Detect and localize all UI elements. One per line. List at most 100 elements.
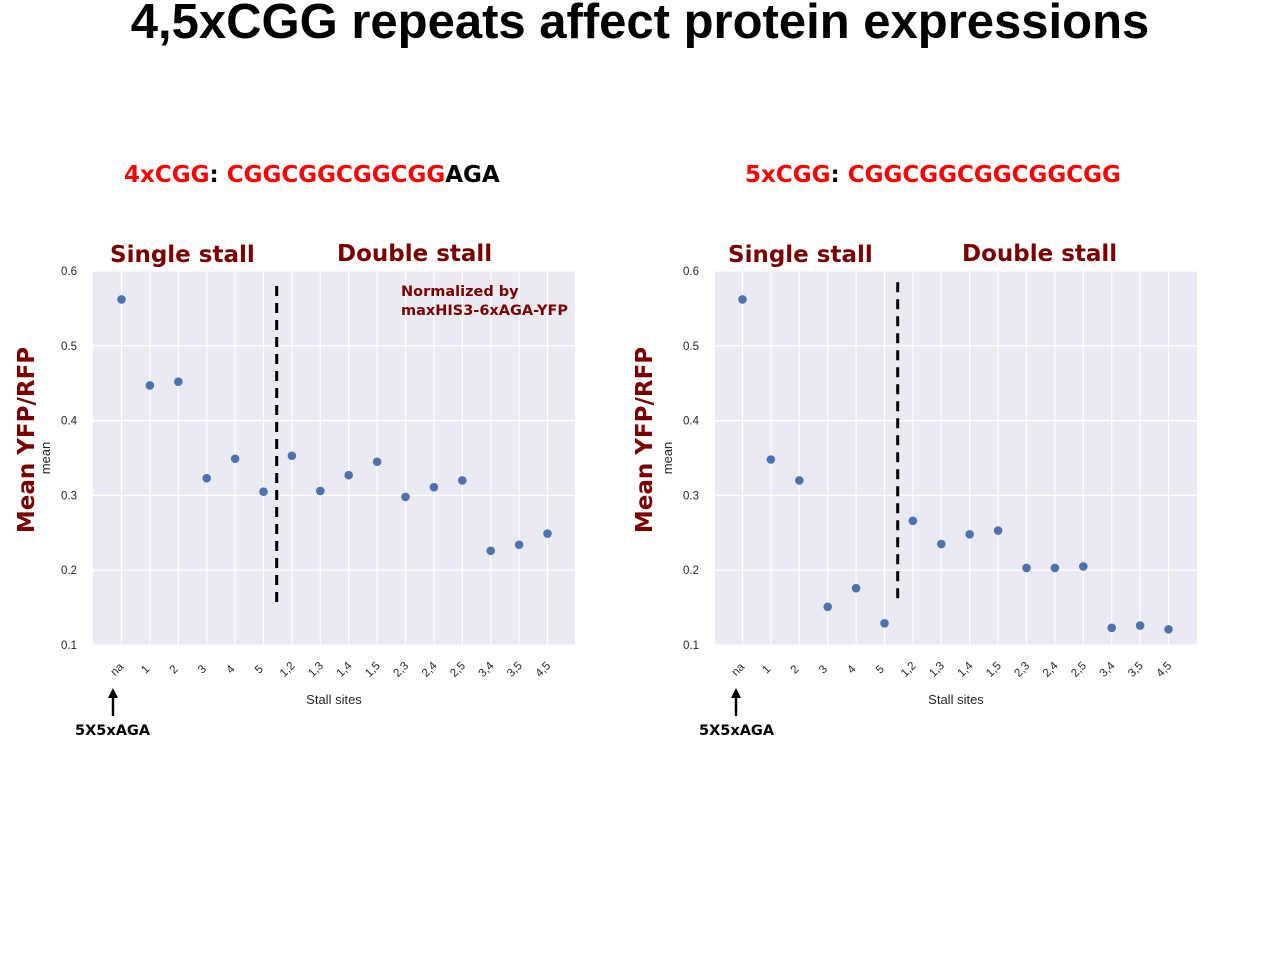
data-point <box>259 487 268 496</box>
x-tick-label: 3,5 <box>1126 660 1146 680</box>
data-point <box>1022 563 1031 573</box>
data-point <box>1050 563 1060 573</box>
data-point <box>823 602 832 612</box>
data-point <box>1135 621 1145 630</box>
slide-title: 4,5xCGG repeats affect protein expressio… <box>130 0 1150 49</box>
data-point <box>766 455 776 464</box>
up-arrow-icon <box>108 688 118 716</box>
x-tick-label: na <box>730 661 748 679</box>
x-tick-label: 1 <box>139 663 152 676</box>
data-point <box>344 470 354 480</box>
data-point <box>429 482 439 492</box>
y-tick-label: 0.5 <box>683 341 699 353</box>
y-tick-label: 0.6 <box>61 266 77 278</box>
data-point <box>543 529 552 538</box>
x-tick-label: 2,4 <box>1041 660 1061 680</box>
x-tick-label: 1,4 <box>956 660 976 680</box>
data-point <box>851 583 861 593</box>
x-tick-label: 1,5 <box>363 660 383 680</box>
x-tick-label: 1,4 <box>335 660 355 680</box>
data-point <box>993 526 1003 535</box>
x-tick-label: 2,3 <box>391 660 411 680</box>
data-point <box>372 457 382 467</box>
reference-label: 5X5xAGA <box>75 723 151 739</box>
y-tick-label: 0.5 <box>61 341 77 353</box>
y-tick-label: 0.1 <box>683 640 699 652</box>
normalization-note: Normalized by <box>401 284 519 300</box>
data-point <box>1107 623 1116 633</box>
data-point <box>965 529 974 539</box>
construct-sequence-black: AGA <box>445 162 500 188</box>
reference-label: 5X5xAGA <box>699 723 775 739</box>
scatter-chart-1: 0.1 0.2 0.3 0.4 0.5 0.6 na 1 2 3 4 5 1,2 1,3 1,4 1,5 2,3… <box>14 241 575 739</box>
data-point <box>316 486 325 496</box>
data-point <box>230 454 240 464</box>
x-tick-label: 3,5 <box>505 660 525 680</box>
y-tick-label: 0.6 <box>683 266 699 278</box>
plot-area <box>715 271 1197 645</box>
construct-colon: : <box>209 162 227 188</box>
double-stall-label: Double stall <box>962 241 1117 267</box>
data-point <box>738 295 747 304</box>
x-tick-label: 1,3 <box>927 660 947 680</box>
construct-heading-4xcgg: 4xCGG: CGGCGGCGGCGGAGA <box>124 162 500 188</box>
arrow-head <box>731 688 741 698</box>
x-tick-label: 3 <box>196 663 209 676</box>
data-point <box>458 476 467 485</box>
x-axis-label: Stall sites <box>306 692 362 707</box>
mean-yfp-rfp-label: Mean YFP/RFP <box>14 347 40 533</box>
x-tick-label: 1,5 <box>984 660 1004 680</box>
y-axis-label: mean <box>660 442 675 475</box>
x-tick-label: 4,5 <box>1154 660 1174 680</box>
plot-area <box>93 271 575 645</box>
x-axis-label: Stall sites <box>928 692 984 707</box>
data-point <box>401 492 410 502</box>
construct-sequence-red: CGGCGGCGGCGGCGG <box>847 162 1121 188</box>
normalization-note: maxHIS3-6xAGA-YFP <box>401 303 568 319</box>
data-point <box>880 619 889 628</box>
x-tick-label: 3,4 <box>1098 660 1118 680</box>
x-tick-label: 2 <box>789 663 802 676</box>
mean-yfp-rfp-label: Mean YFP/RFP <box>632 347 658 533</box>
y-axis-label: mean <box>38 442 53 475</box>
x-tick-label: 5 <box>874 663 887 676</box>
data-point <box>937 539 946 549</box>
x-tick-label: 2,3 <box>1012 660 1032 680</box>
y-tick-label: 0.4 <box>61 416 78 428</box>
single-stall-label: Single stall <box>728 242 873 268</box>
construct-name: 4xCGG <box>124 162 210 188</box>
x-tick-label: 2,5 <box>448 660 468 680</box>
x-tick-label: 1,3 <box>306 660 326 680</box>
double-stall-label: Double stall <box>337 241 492 267</box>
x-tick-label: 4,5 <box>533 660 553 680</box>
y-tick-label: 0.2 <box>683 565 699 577</box>
data-point <box>908 516 918 526</box>
x-tick-label: 4 <box>224 663 237 676</box>
x-tick-label: 3,4 <box>477 660 497 680</box>
data-point <box>287 451 297 461</box>
construct-name: 5xCGG <box>745 162 831 188</box>
data-point <box>1164 624 1173 634</box>
y-tick-label: 0.3 <box>61 490 77 502</box>
data-point <box>174 377 183 387</box>
y-tick-label: 0.3 <box>683 490 699 502</box>
x-tick-label: 2 <box>168 663 181 676</box>
y-tick-label: 0.4 <box>683 416 700 428</box>
scatter-chart-2: 0.1 0.2 0.3 0.4 0.5 0.6 na 1 2 3 4 5 1,2 1,3 1,4 1,5 2,3… <box>632 241 1197 739</box>
construct-heading-5xcgg: 5xCGG: CGGCGGCGGCGGCGG <box>745 162 1121 188</box>
x-tick-label: 2,5 <box>1069 660 1089 680</box>
construct-sequence-red: CGGCGGCGGCGG <box>226 162 446 188</box>
y-tick-label: 0.2 <box>61 565 77 577</box>
x-tick-label: 1,2 <box>899 660 919 680</box>
x-tick-label: 4 <box>845 663 858 676</box>
single-stall-label: Single stall <box>110 242 255 268</box>
data-point <box>117 295 126 304</box>
data-point <box>202 473 211 483</box>
x-tick-label: 1 <box>760 663 773 676</box>
x-tick-label: 3 <box>817 663 830 676</box>
data-point <box>486 546 496 556</box>
y-tick-label: 0.1 <box>61 640 77 652</box>
x-tick-label: 1,2 <box>278 660 298 680</box>
arrow-head <box>108 688 118 698</box>
up-arrow-icon <box>731 688 741 716</box>
